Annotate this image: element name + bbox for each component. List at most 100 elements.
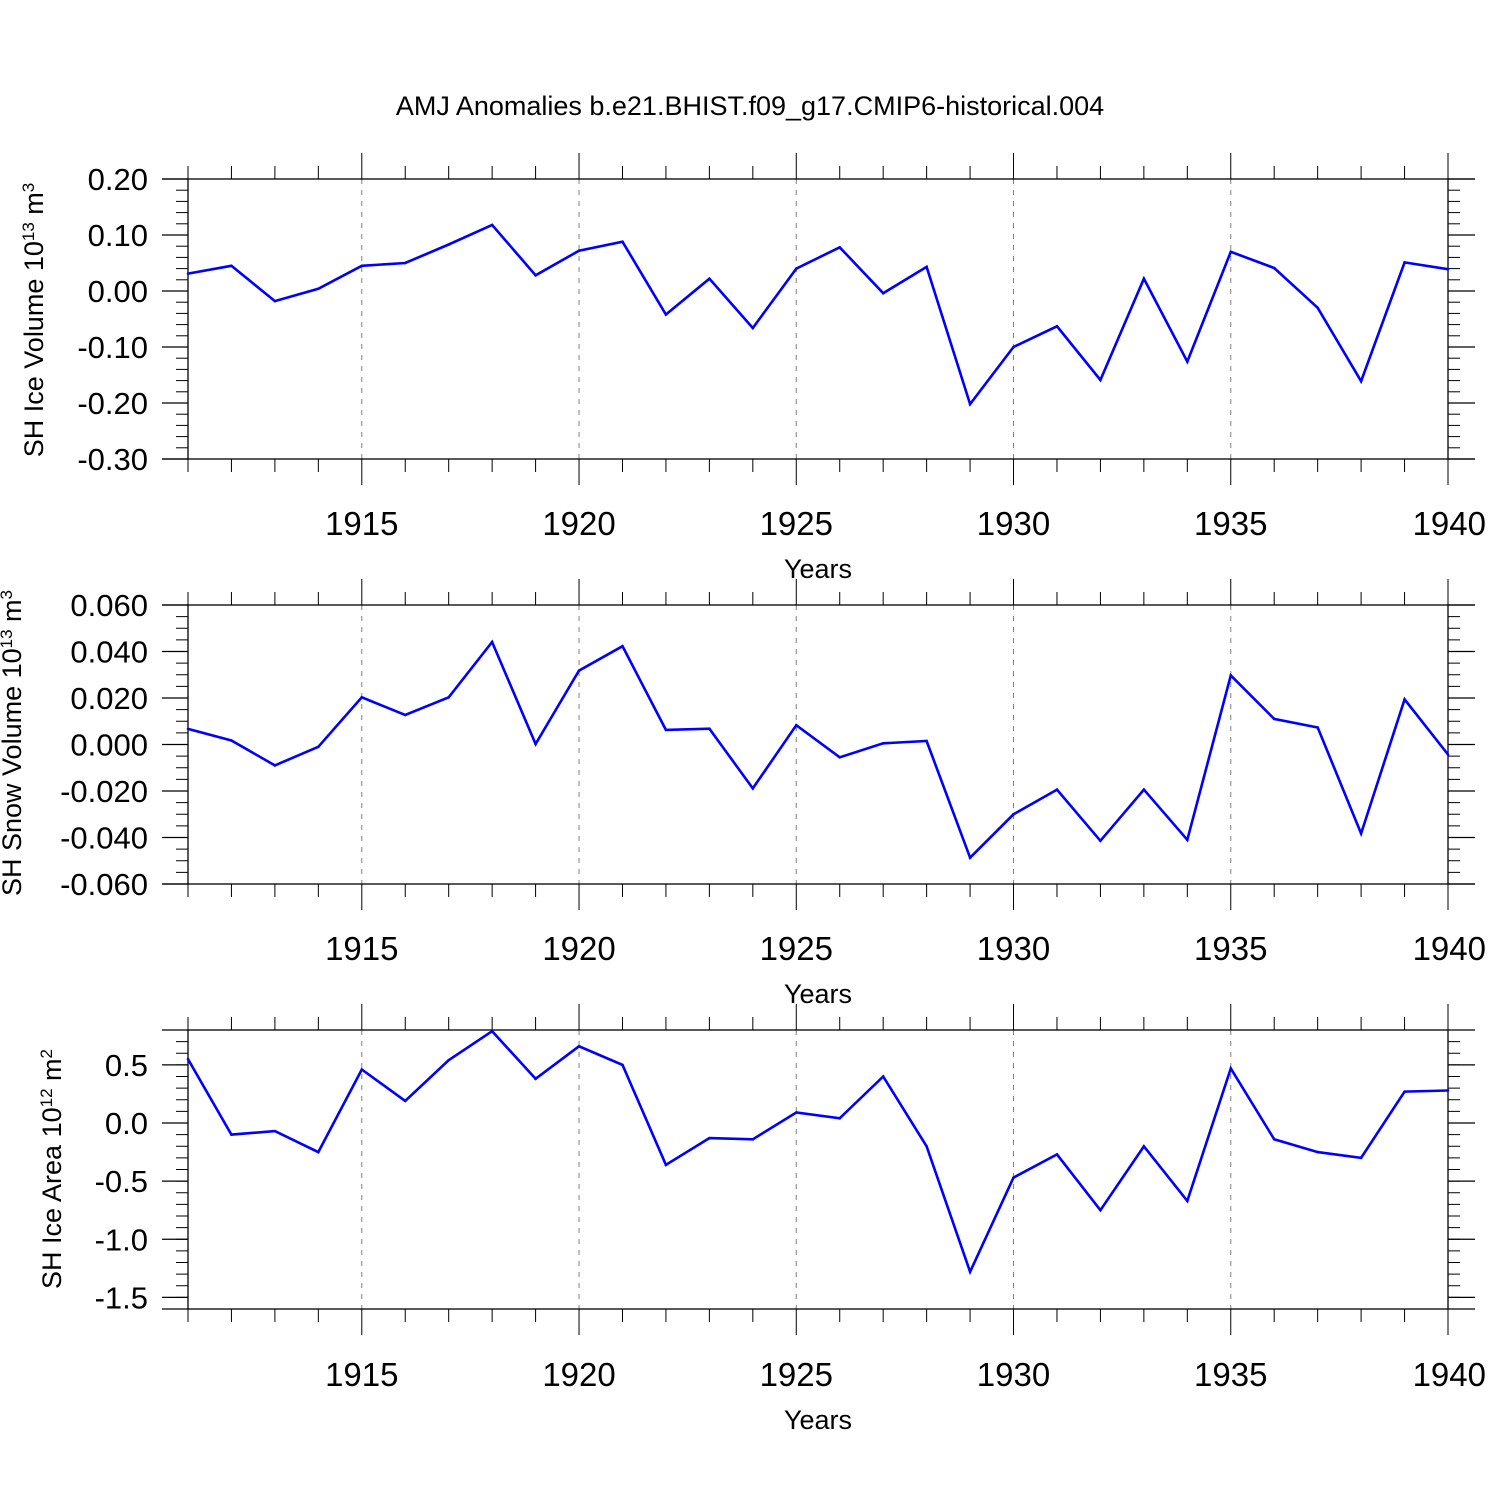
data-point <box>751 1137 755 1141</box>
data-point <box>1142 1144 1146 1148</box>
data-point <box>1186 838 1189 842</box>
data-point <box>1403 1090 1406 1093</box>
y-axis-label-superscript: 3 <box>19 183 38 192</box>
y-axis-label-superscript: 12 <box>37 1088 56 1107</box>
data-point <box>751 787 755 790</box>
data-point <box>360 1068 364 1071</box>
data-point <box>664 313 668 316</box>
data-point <box>1012 812 1015 816</box>
data-point <box>1272 266 1276 270</box>
data-point <box>1142 277 1146 280</box>
series-line <box>186 1029 1449 1276</box>
data-point <box>925 265 928 269</box>
x-axis-label: Years <box>784 979 852 1009</box>
x-tick-label: 1930 <box>977 505 1050 542</box>
x-tick-label: 1925 <box>760 1356 833 1393</box>
data-point <box>708 1136 711 1140</box>
y-tick-label: 0.020 <box>70 681 148 716</box>
data-point <box>1055 324 1059 328</box>
y-tick-label: 0.000 <box>70 728 148 763</box>
data-point <box>664 1163 668 1167</box>
y-axis-label-part: SH Snow Volume 10 <box>0 648 27 896</box>
x-tick-label: 1930 <box>977 930 1050 967</box>
data-point <box>838 246 842 249</box>
y-tick-label: 0.5 <box>105 1048 148 1083</box>
y-tick-label: 0.10 <box>88 218 148 253</box>
data-point <box>751 326 755 330</box>
x-tick-label: 1925 <box>760 505 833 542</box>
data-point <box>577 669 581 672</box>
y-tick-label: -1.0 <box>95 1222 148 1257</box>
data-point <box>794 267 798 270</box>
data-point <box>968 856 972 860</box>
x-tick-label: 1920 <box>542 930 615 967</box>
data-point <box>317 287 320 291</box>
data-point <box>794 723 798 727</box>
data-point <box>1186 360 1189 363</box>
data-point <box>794 1111 798 1114</box>
x-tick-label: 1940 <box>1413 930 1486 967</box>
data-point <box>273 299 277 303</box>
data-point <box>360 264 364 268</box>
data-point <box>534 1077 537 1081</box>
series-line <box>187 223 1449 407</box>
y-axis-label-superscript: 3 <box>0 590 16 599</box>
y-tick-label: 0.060 <box>70 588 148 623</box>
data-point <box>577 249 581 252</box>
data-point <box>447 696 450 699</box>
x-tick-label: 1940 <box>1413 505 1486 542</box>
data-point <box>317 745 320 749</box>
data-point <box>577 1044 581 1048</box>
data-point <box>447 1058 450 1062</box>
y-tick-label: -1.5 <box>95 1280 148 1315</box>
y-tick-label: 0.00 <box>88 274 148 309</box>
y-tick-label: -0.060 <box>60 867 148 902</box>
panel-3: 0.5 0.0 -0.5 -1.0 -1.5 1915 1920 1925 1930 1935 19… <box>37 1004 1486 1435</box>
data-point <box>1272 1137 1276 1141</box>
x-tick-label: 1925 <box>760 930 833 967</box>
data-point <box>230 264 233 268</box>
data-point <box>925 739 928 743</box>
data-point <box>447 243 450 246</box>
y-tick-label: -0.040 <box>60 821 148 856</box>
data-point <box>1229 1067 1233 1070</box>
data-point <box>621 644 624 648</box>
data-point <box>968 1270 972 1274</box>
y-axis-label-part: m <box>37 1058 67 1088</box>
data-point <box>925 1144 928 1148</box>
data-point <box>273 1129 277 1133</box>
x-tick-label: 1920 <box>542 1356 615 1393</box>
data-point <box>664 728 668 732</box>
y-tick-label: -0.5 <box>95 1164 148 1199</box>
data-point <box>1446 1089 1450 1092</box>
x-axis-label: Years <box>784 1405 852 1435</box>
data-point <box>1229 674 1233 677</box>
x-tick-label: 1915 <box>325 1356 398 1393</box>
data-point <box>230 1133 233 1136</box>
x-tick-label: 1940 <box>1413 1356 1486 1393</box>
panel-2: 0.060 0.040 0.020 0.000 -0.020 -0.040 -0.060 19… <box>0 579 1486 1009</box>
data-point <box>403 713 407 717</box>
data-point <box>1186 1199 1189 1203</box>
x-axis-label: Years <box>784 554 852 584</box>
data-point <box>708 277 711 280</box>
data-point <box>1446 267 1450 271</box>
data-point <box>1403 261 1406 264</box>
data-point <box>186 1057 190 1061</box>
data-point <box>1099 839 1102 843</box>
plot-frame <box>187 1029 1449 1310</box>
y-axis-label: SH Ice Area 1012 m2 <box>37 1049 68 1289</box>
x-tick-label: 1930 <box>977 1356 1050 1393</box>
data-point <box>403 261 407 265</box>
data-point <box>534 274 537 277</box>
data-point <box>1055 788 1059 791</box>
y-axis-label-superscript: 13 <box>0 629 16 648</box>
x-tick-label: 1935 <box>1194 930 1267 967</box>
data-point <box>186 272 190 275</box>
data-point <box>534 742 537 746</box>
y-tick-label: -0.30 <box>77 442 148 477</box>
data-point <box>838 755 842 759</box>
data-point <box>186 727 190 731</box>
data-point <box>621 1063 624 1067</box>
plot-frame <box>187 178 1449 460</box>
